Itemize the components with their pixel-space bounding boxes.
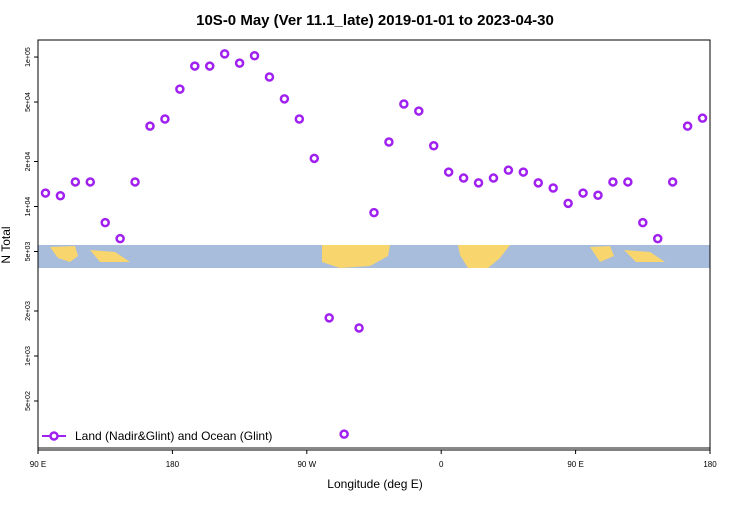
- point: [145, 121, 155, 131]
- y-tick-label: 5e+03: [25, 242, 32, 262]
- point: [503, 165, 514, 175]
- y-tick-label: 2e+03: [25, 301, 32, 321]
- y-axis-label: N Total: [0, 226, 13, 263]
- point: [593, 190, 603, 200]
- point: [279, 94, 290, 104]
- y-tick-label: 1e+04: [25, 197, 32, 217]
- point: [428, 140, 439, 151]
- legend-label: Land (Nadir&Glint) and Ocean (Glint): [75, 429, 272, 443]
- point: [324, 313, 334, 323]
- point: [623, 177, 633, 187]
- point: [354, 323, 364, 333]
- point: [264, 72, 275, 82]
- x-tick-label: 0: [439, 460, 444, 469]
- y-tick-label: 1e+05: [25, 47, 32, 67]
- point: [578, 188, 588, 198]
- point: [458, 173, 469, 183]
- point: [70, 177, 81, 187]
- point: [100, 217, 110, 228]
- point: [638, 217, 648, 228]
- point: [219, 49, 230, 59]
- point: [369, 207, 379, 218]
- point: [339, 429, 349, 439]
- y-tick-label: 5e+02: [25, 391, 32, 411]
- x-tick-label: 180: [166, 460, 180, 469]
- x-axis-label: Longitude (deg E): [327, 477, 422, 491]
- x-tick-label: 90 W: [297, 460, 316, 469]
- point: [55, 191, 66, 201]
- point: [85, 177, 96, 187]
- legend-marker: [49, 431, 59, 441]
- point: [697, 113, 708, 123]
- x-tick-label: 180: [703, 460, 717, 469]
- point: [548, 183, 558, 193]
- point: [473, 178, 484, 188]
- point: [175, 84, 185, 94]
- point: [518, 167, 529, 177]
- point: [682, 121, 693, 131]
- point: [190, 61, 200, 71]
- map-strip: [38, 245, 710, 268]
- plot-frame: [37, 39, 711, 451]
- point: [384, 137, 394, 147]
- point: [443, 167, 454, 177]
- point: [414, 106, 424, 116]
- point: [309, 153, 320, 164]
- point: [488, 173, 499, 183]
- point: [652, 233, 663, 244]
- point: [115, 233, 125, 244]
- chart-title: 10S-0 May (Ver 11.1_late) 2019-01-01 to …: [196, 12, 554, 29]
- point: [40, 188, 51, 198]
- point: [234, 58, 245, 68]
- point: [249, 50, 260, 61]
- point: [294, 114, 305, 124]
- x-tick-label: 90 E: [30, 460, 46, 469]
- point: [399, 99, 409, 109]
- point: [204, 61, 215, 71]
- y-tick-label: 2e+04: [25, 152, 32, 172]
- point: [533, 178, 544, 188]
- point: [160, 114, 170, 124]
- point: [608, 177, 618, 187]
- y-tick-label: 1e+03: [25, 346, 32, 366]
- point: [130, 177, 140, 187]
- y-tick-label: 5e+04: [25, 92, 32, 112]
- x-tick-label: 90 E: [567, 460, 583, 469]
- point: [667, 177, 678, 187]
- point: [563, 198, 573, 209]
